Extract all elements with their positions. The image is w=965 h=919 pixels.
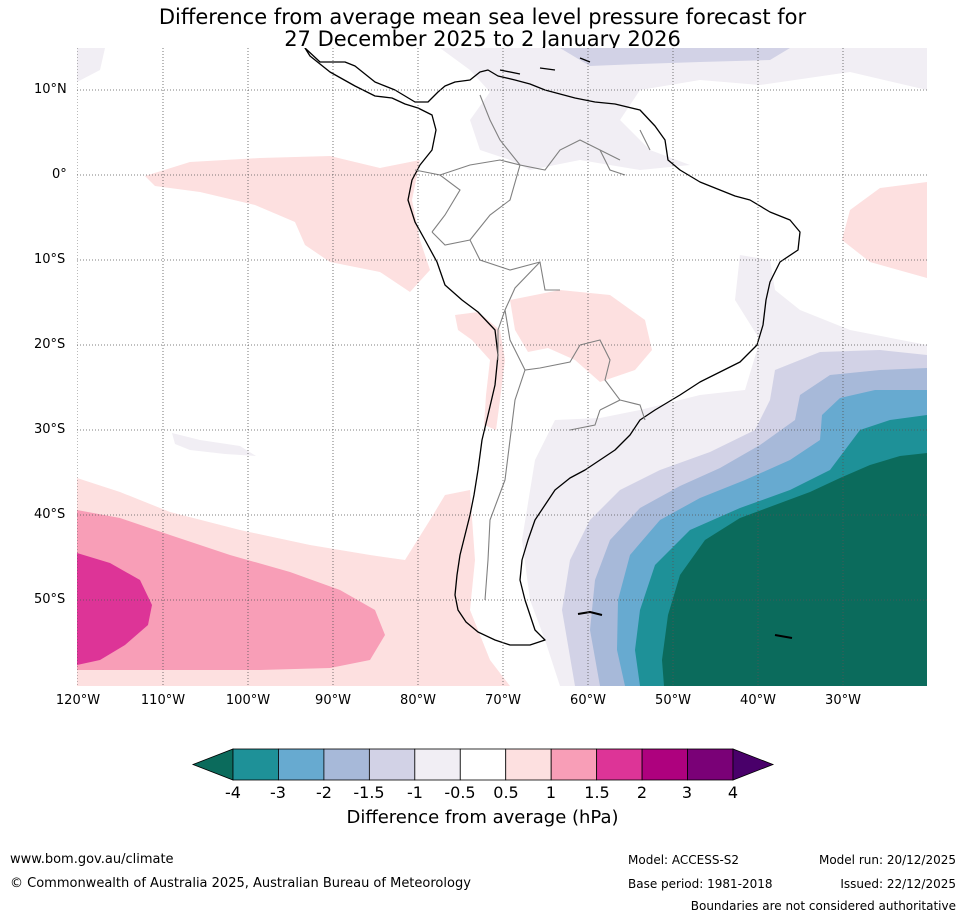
map-title-line-2: 27 December 2025 to 2 January 2026	[284, 27, 681, 51]
boundaries-note: Boundaries are not considered authoritat…	[690, 899, 956, 913]
lat-label-10n: 10°N	[34, 82, 67, 97]
anomaly-region-plus-0-5-inland	[510, 290, 652, 382]
lat-label-40s: 40°S	[34, 507, 66, 522]
lon-label-100w: 100°W	[225, 693, 271, 708]
lon-label-110w: 110°W	[140, 693, 186, 708]
colorbar-tick: -1.5	[353, 783, 385, 802]
lon-label-80w: 80°W	[400, 693, 436, 708]
graticule	[77, 48, 927, 686]
base-period-info: Base period: 1981-2018	[628, 877, 773, 891]
lon-label-50w: 50°W	[655, 693, 691, 708]
issued-date: Issued: 22/12/2025	[840, 877, 956, 891]
lon-label-120w: 120°W	[55, 693, 101, 708]
coastlines	[304, 48, 801, 646]
anomaly-region-plus-1	[77, 510, 385, 670]
colorbar-tick: 1	[545, 783, 557, 802]
model-run-date: Model run: 20/12/2025	[818, 853, 956, 867]
anomaly-region-minus-4	[662, 453, 927, 686]
lat-label-10s: 10°S	[34, 252, 66, 267]
colorbar-tick: 3	[681, 783, 693, 802]
falkland-islands	[577, 611, 603, 616]
south-america-coastline	[304, 48, 801, 646]
model-info: Model: ACCESS-S2	[628, 853, 740, 867]
lon-label-70w: 70°W	[485, 693, 521, 708]
lon-label-90w: 90°W	[315, 693, 351, 708]
caribbean-islands	[499, 57, 591, 75]
colorbar-tick: -3	[270, 783, 286, 802]
lat-label-50s: 50°S	[34, 592, 66, 607]
anomaly-region-plus-0-5-east	[842, 182, 927, 278]
lat-label-20s: 20°S	[34, 337, 66, 352]
lat-label-0: 0°	[52, 167, 67, 182]
map-title-line-1: Difference from average mean sea level p…	[158, 5, 807, 29]
anomaly-region-plus-1-5	[77, 553, 152, 665]
lon-label-30w: 30°W	[825, 693, 861, 708]
colorbar-tick: 2	[636, 783, 648, 802]
colorbar-tick: 4	[727, 783, 739, 802]
anomaly-region-minus-1-north	[560, 48, 790, 66]
colorbar-tick: -0.5	[444, 783, 476, 802]
anomaly-region-plus-0-5-coast	[455, 312, 505, 430]
colorbar-label: Difference from average (hPa)	[346, 807, 619, 828]
anomaly-region-minus-0-5-north	[440, 48, 927, 170]
copyright-text: © Commonwealth of Australia 2025, Austra…	[10, 876, 471, 891]
lon-label-60w: 60°W	[570, 693, 606, 708]
colorbar-tick: -2	[316, 783, 332, 802]
colorbar-tick: 1.5	[584, 783, 610, 802]
colorbar-tick: -1	[407, 783, 423, 802]
colorbar-tick: -4	[225, 783, 241, 802]
anomaly-region-plus-0-5-equatorial	[145, 156, 430, 292]
map-plot-area	[77, 48, 927, 686]
anomaly-shading	[77, 48, 927, 686]
website-link[interactable]: www.bom.gov.au/climate	[10, 852, 174, 867]
anomaly-region-minus-0-5-northwest	[77, 48, 105, 82]
colorbar-tick: 0.5	[493, 783, 519, 802]
lat-label-30s: 30°S	[34, 422, 66, 437]
anomaly-region-minus-0-5-pacific	[172, 433, 256, 456]
south-georgia	[774, 634, 793, 639]
lon-label-40w: 40°W	[740, 693, 776, 708]
